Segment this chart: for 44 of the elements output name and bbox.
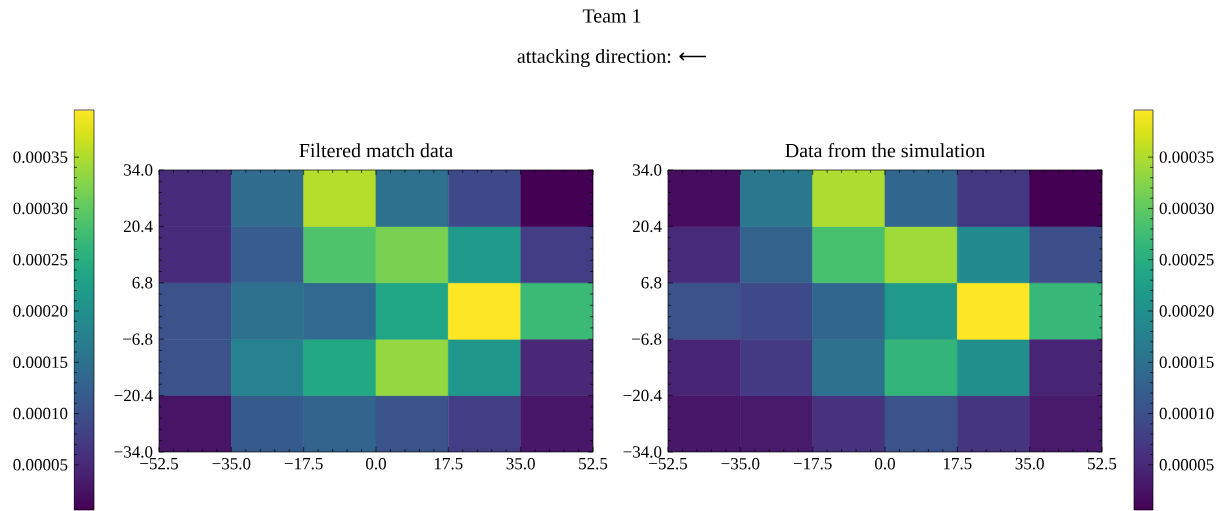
color-bar-label: 0.00035 [13,151,68,163]
color-bar-label: 0.00020 [1159,305,1214,317]
color-bar-label: 0.00005 [13,459,68,471]
y-tick-label: 20.4 [124,220,153,233]
x-tick-label: −17.5 [793,457,832,470]
y-tick-label: −20.4 [114,389,153,402]
color-bar-label: 0.00010 [13,407,68,420]
chart-title: Filtered match data [299,143,453,158]
text: attacking direction: ⟵ [517,48,706,68]
text: Team 1 [582,9,641,23]
color-bar-label: 0.00025 [13,253,68,266]
color-bar-label: 0.00035 [1159,151,1214,163]
x-tick-label: 35.0 [1015,457,1044,470]
color-bar-label: 0.00020 [13,305,68,317]
y-tick-label: −34.0 [623,446,662,458]
x-tick-label: 35.0 [506,457,535,470]
x-tick-label: −35.0 [212,457,251,470]
x-tick-label: 52.5 [1088,457,1117,470]
x-tick-label: 0.0 [366,457,386,470]
y-tick-label: −6.8 [123,333,153,345]
color-bar-label: 0.00030 [13,202,68,215]
color-bar-label: 0.00010 [1159,407,1214,420]
x-tick-label: 0.0 [875,457,895,470]
x-tick-label: 17.5 [943,457,972,470]
color-bar-label: 0.00025 [1159,253,1214,266]
y-tick-label: 6.8 [132,277,153,289]
chart-title: Data from the simulation [785,143,985,158]
color-bar-label: 0.00005 [1159,459,1214,471]
y-tick-label: 34.0 [124,164,153,176]
color-bar-label: 0.00015 [13,356,68,369]
x-tick-label: −52.5 [649,457,688,470]
x-tick-label: −17.5 [284,457,323,470]
y-tick-label: −20.4 [623,389,662,402]
y-tick-label: 20.4 [633,220,662,233]
color-bar-label: 0.00030 [1159,202,1214,215]
y-tick-label: −34.0 [114,446,153,458]
color-bar-label: 0.00015 [1159,356,1214,369]
x-tick-label: −35.0 [721,457,760,470]
y-tick-label: −6.8 [632,333,662,345]
x-tick-label: −52.5 [140,457,179,470]
x-tick-label: 52.5 [579,457,608,470]
y-tick-label: 6.8 [641,277,662,289]
y-tick-label: 34.0 [633,164,662,176]
x-tick-label: 17.5 [434,457,463,470]
